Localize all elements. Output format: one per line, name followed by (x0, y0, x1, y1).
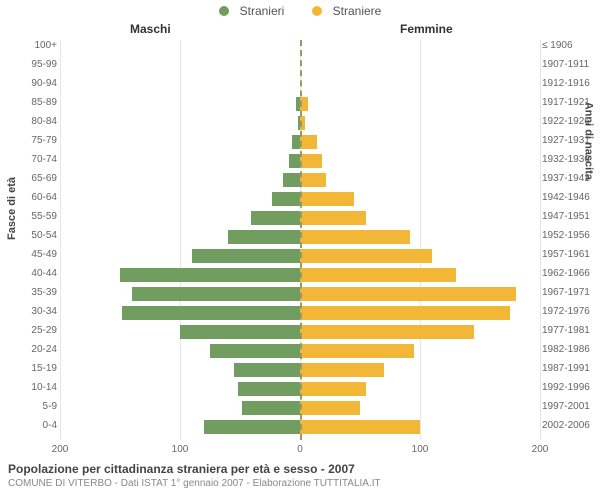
x-tick-label: 100 (405, 444, 435, 455)
x-tick-label: 200 (45, 444, 75, 455)
bar-female (300, 287, 516, 301)
chart-title: Popolazione per cittadinanza straniera p… (8, 462, 355, 476)
age-label: 15-19 (2, 363, 57, 374)
birth-year-label: 1942-1946 (542, 192, 600, 203)
x-tick-label: 0 (285, 444, 315, 455)
birth-year-label: 1932-1936 (542, 154, 600, 165)
age-label: 65-69 (2, 173, 57, 184)
bar-female (300, 154, 322, 168)
birth-year-label: 1982-1986 (542, 344, 600, 355)
bar-female (300, 401, 360, 415)
legend-swatch-male (219, 6, 229, 16)
age-label: 45-49 (2, 249, 57, 260)
bar-female (300, 363, 384, 377)
birth-year-label: 1947-1951 (542, 211, 600, 222)
birth-year-label: 1937-1941 (542, 173, 600, 184)
age-label: 100+ (2, 40, 57, 51)
bar-female (300, 306, 510, 320)
legend-item-female: Straniere (306, 4, 388, 18)
legend-label-female: Straniere (333, 4, 382, 18)
column-header-left: Maschi (130, 22, 171, 36)
gridline (540, 40, 541, 440)
birth-year-label: 1907-1911 (542, 59, 600, 70)
bar-female (300, 268, 456, 282)
age-label: 55-59 (2, 211, 57, 222)
bar-male (289, 154, 300, 168)
age-label: 10-14 (2, 382, 57, 393)
bar-male (251, 211, 300, 225)
age-label: 40-44 (2, 268, 57, 279)
birth-year-label: 1977-1981 (542, 325, 600, 336)
birth-year-label: 1997-2001 (542, 401, 600, 412)
bar-male (204, 420, 300, 434)
bar-male (283, 173, 300, 187)
bar-female (300, 173, 326, 187)
birth-year-label: 1927-1931 (542, 135, 600, 146)
age-label: 70-74 (2, 154, 57, 165)
chart-subtitle: COMUNE DI VITERBO - Dati ISTAT 1° gennai… (8, 478, 381, 489)
x-tick-label: 100 (165, 444, 195, 455)
age-label: 90-94 (2, 78, 57, 89)
bar-male (228, 230, 300, 244)
chart-plot-area (60, 40, 540, 440)
bar-female (300, 420, 420, 434)
bar-male (132, 287, 300, 301)
gridline (60, 40, 61, 440)
age-label: 25-29 (2, 325, 57, 336)
legend-item-male: Stranieri (213, 4, 291, 18)
birth-year-label: 1952-1956 (542, 230, 600, 241)
birth-year-label: 1967-1971 (542, 287, 600, 298)
age-label: 75-79 (2, 135, 57, 146)
bar-male (122, 306, 300, 320)
legend: Stranieri Straniere (0, 4, 600, 19)
birth-year-label: 1992-1996 (542, 382, 600, 393)
gridline (420, 40, 421, 440)
column-header-right: Femmine (400, 22, 453, 36)
birth-year-label: 1987-1991 (542, 363, 600, 374)
age-label: 85-89 (2, 97, 57, 108)
bar-female (300, 192, 354, 206)
age-label: 35-39 (2, 287, 57, 298)
x-tick-label: 200 (525, 444, 555, 455)
bar-female (300, 344, 414, 358)
bar-female (300, 325, 474, 339)
center-line (300, 40, 302, 440)
bar-female (300, 135, 317, 149)
legend-label-male: Stranieri (240, 4, 285, 18)
age-label: 60-64 (2, 192, 57, 203)
bar-female (300, 230, 410, 244)
age-label: 0-4 (2, 420, 57, 431)
age-label: 30-34 (2, 306, 57, 317)
birth-year-label: 1912-1916 (542, 78, 600, 89)
birth-year-label: 1962-1966 (542, 268, 600, 279)
bar-female (300, 249, 432, 263)
birth-year-label: ≤ 1906 (542, 40, 600, 51)
bar-female (300, 382, 366, 396)
bar-female (300, 211, 366, 225)
bar-male (234, 363, 300, 377)
bar-male (192, 249, 300, 263)
bar-male (120, 268, 300, 282)
birth-year-label: 1917-1921 (542, 97, 600, 108)
bar-male (242, 401, 300, 415)
bar-male (272, 192, 300, 206)
bar-male (238, 382, 300, 396)
gridline (180, 40, 181, 440)
age-label: 20-24 (2, 344, 57, 355)
bar-male (210, 344, 300, 358)
bar-male (292, 135, 300, 149)
age-label: 95-99 (2, 59, 57, 70)
age-label: 50-54 (2, 230, 57, 241)
age-label: 80-84 (2, 116, 57, 127)
bar-male (180, 325, 300, 339)
birth-year-label: 1957-1961 (542, 249, 600, 260)
age-label: 5-9 (2, 401, 57, 412)
birth-year-label: 2002-2006 (542, 420, 600, 431)
birth-year-label: 1972-1976 (542, 306, 600, 317)
birth-year-label: 1922-1926 (542, 116, 600, 127)
legend-swatch-female (312, 6, 322, 16)
